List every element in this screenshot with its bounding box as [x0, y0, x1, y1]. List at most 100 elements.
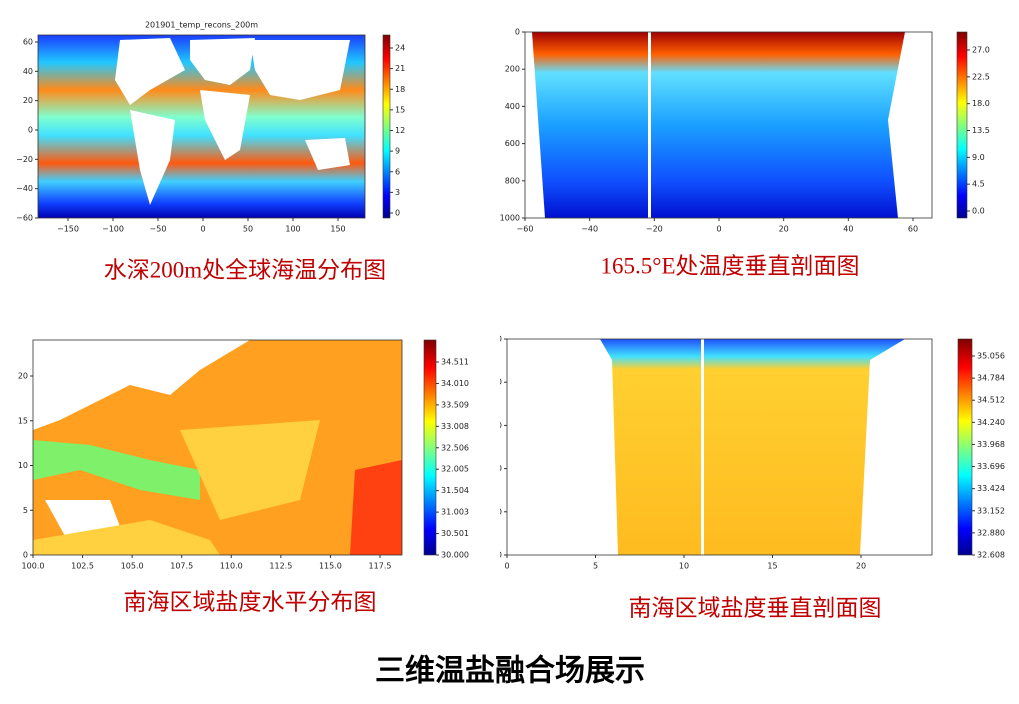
- x-tick-label: 112.5: [269, 562, 292, 571]
- y-tick-label: −1000: [475, 551, 502, 560]
- y-tick-label: −400: [480, 421, 502, 430]
- colorbar-label: 9: [395, 147, 400, 156]
- y-tick-label: 60: [23, 38, 33, 47]
- caption: 水深200m处全球海温分布图: [104, 257, 386, 282]
- y-tick-label: 10: [18, 461, 28, 470]
- colorbar-label: 33.968: [977, 440, 1005, 449]
- y-tick-label: 20: [23, 96, 33, 105]
- colorbar-label: 22.5: [972, 72, 990, 81]
- y-tick-label: 0: [28, 126, 33, 135]
- y-tick-label: 15: [18, 416, 28, 425]
- colorbar-label: 32.880: [977, 528, 1005, 537]
- x-tick-label: 15: [767, 562, 777, 571]
- colorbar-label: 34.010: [441, 379, 469, 388]
- colorbar-label: 12: [395, 126, 405, 135]
- colorbar-label: 34.784: [977, 374, 1005, 383]
- salinity-map: [33, 340, 402, 555]
- temperature-map: [38, 35, 365, 218]
- x-tick-label: 20: [779, 225, 789, 234]
- temperature-section: [525, 32, 932, 218]
- y-tick-label: 40: [23, 67, 33, 76]
- caption: 南海区域盐度垂直剖面图: [629, 595, 882, 620]
- plot-frame: [37, 34, 366, 219]
- x-tick-label: −20: [646, 225, 663, 234]
- y-tick-label: 1000: [500, 214, 520, 223]
- y-tick-label: 400: [505, 102, 520, 111]
- x-tick-label: 0: [504, 562, 509, 571]
- plot-frame: [524, 31, 933, 219]
- colorbar-label: 33.152: [977, 506, 1005, 515]
- y-tick-label: −40: [16, 184, 33, 193]
- x-tick-label: −40: [581, 225, 598, 234]
- x-tick-label: 50: [243, 225, 253, 234]
- x-tick-label: 5: [593, 562, 598, 571]
- colorbar-label: 27.0: [972, 46, 990, 55]
- x-tick-label: 0: [716, 225, 721, 234]
- y-tick-label: −200: [480, 378, 502, 387]
- y-tick-label: 800: [505, 176, 520, 185]
- x-tick-label: −60: [517, 225, 534, 234]
- x-tick-label: −50: [150, 225, 167, 234]
- colorbar-label: 33.696: [977, 462, 1005, 471]
- colorbar-label: 32.608: [977, 551, 1005, 560]
- colorbar-label: 15: [395, 105, 405, 114]
- colorbar-label: 9.0: [972, 153, 985, 162]
- y-tick-label: −800: [480, 507, 502, 516]
- x-tick-label: 150: [330, 225, 345, 234]
- colorbar-label: 30.000: [441, 551, 469, 560]
- x-tick-label: 107.5: [170, 562, 193, 571]
- x-tick-label: −150: [57, 225, 79, 234]
- y-tick-label: 20: [18, 372, 28, 381]
- salinity-section: [600, 339, 905, 555]
- y-tick-label: 600: [505, 139, 520, 148]
- colorbar-label: 6: [395, 167, 400, 176]
- colorbar-label: 35.056: [977, 352, 1005, 361]
- caption: 165.5°E处温度垂直剖面图: [601, 253, 860, 278]
- x-tick-label: 105.0: [121, 562, 144, 571]
- axes: 0 5 10 15 20 0 −200 −400 −600 −800 −1000 35.056 34.7…: [475, 335, 1005, 571]
- plot-frame: [506, 338, 933, 556]
- x-tick-label: 10: [679, 562, 689, 571]
- y-tick-label: 0: [515, 28, 520, 37]
- x-tick-label: 110.0: [220, 562, 243, 571]
- axes: −150 −100 −50 0 50 100 1506040200−20−40−602421…: [16, 21, 405, 234]
- y-tick-label: 5: [23, 506, 28, 515]
- colorbar-label: 4.5: [972, 180, 985, 189]
- colorbar-label: 32.506: [441, 443, 469, 452]
- plot-frame: [32, 339, 403, 556]
- x-tick-label: 60: [908, 225, 918, 234]
- colorbar-label: 34.512: [977, 396, 1005, 405]
- colorbar-label: 18.0: [972, 99, 990, 108]
- y-tick-label: 0: [23, 551, 28, 560]
- y-tick-label: −600: [480, 464, 502, 473]
- panel: −60 −40 −20 0 20 40 600200400600800100027.022.…: [500, 28, 990, 279]
- colorbar: [423, 339, 437, 556]
- colorbar-label: 33.509: [441, 400, 469, 409]
- colorbar-label: 31.504: [441, 486, 469, 495]
- colorbar-label: 34.511: [441, 358, 469, 367]
- x-tick-label: 115.0: [319, 562, 342, 571]
- x-tick-label: −100: [102, 225, 124, 234]
- caption: 南海区域盐度水平分布图: [124, 589, 377, 614]
- colorbar-label: 30.501: [441, 529, 469, 538]
- x-tick-label: 40: [843, 225, 853, 234]
- x-tick-label: 0: [200, 225, 205, 234]
- x-tick-label: 102.5: [71, 562, 94, 571]
- y-tick-label: −60: [16, 214, 33, 223]
- x-tick-label: 100.0: [22, 562, 45, 571]
- colorbar-label: 32.005: [441, 465, 469, 474]
- colorbar-label: 24: [395, 44, 405, 53]
- x-tick-label: 20: [856, 562, 866, 571]
- colorbar: [956, 31, 968, 219]
- x-tick-label: 117.5: [369, 562, 392, 571]
- colorbar-label: 34.240: [977, 418, 1005, 427]
- footer-title: 三维温盐融合场展示: [375, 654, 645, 689]
- colorbar: [957, 338, 973, 556]
- y-tick-label: −20: [16, 155, 33, 164]
- colorbar-label: 13.5: [972, 126, 990, 135]
- colorbar-label: 18: [395, 85, 405, 94]
- y-tick-label: 200: [505, 65, 520, 74]
- colorbar-label: 0.0: [972, 207, 985, 216]
- x-tick-label: 100: [285, 225, 300, 234]
